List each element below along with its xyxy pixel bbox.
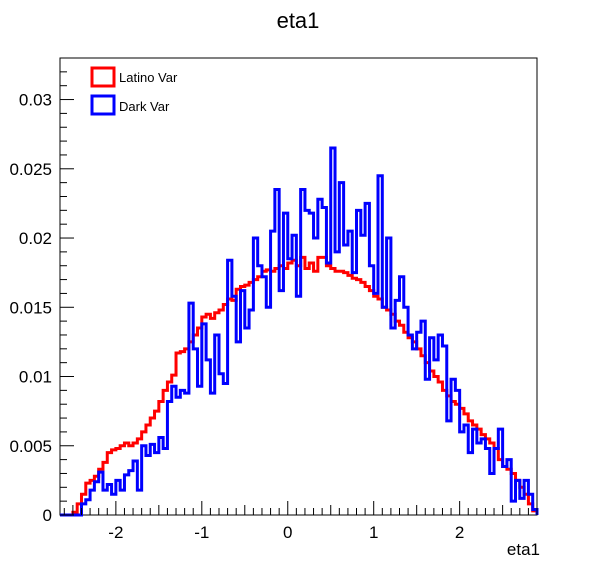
y-tick-label: 0.03 (19, 91, 52, 110)
y-tick-label: 0.02 (19, 229, 52, 248)
series-layer (60, 146, 539, 517)
legend: Latino Var Dark Var (90, 66, 178, 116)
x-axis: -2 -1 0 1 2 (63, 501, 538, 542)
legend-swatch-latino-var (90, 66, 116, 88)
x-axis-title: eta1 (507, 540, 540, 559)
series-line-dark-var (60, 146, 539, 517)
x-tick-label: -2 (108, 523, 123, 542)
y-tick-label: 0.005 (9, 437, 52, 456)
legend-label-latino-var: Latino Var (119, 70, 178, 85)
y-tick-label: 0 (43, 506, 52, 525)
chart-title: eta1 (277, 8, 320, 33)
y-tick-label: 0.01 (19, 368, 52, 387)
x-tick-label: 2 (455, 523, 464, 542)
x-tick-label: -1 (194, 523, 209, 542)
y-axis: 0 0.005 0.01 0.015 0.02 0.025 0.03 (9, 57, 74, 525)
plot-area (59, 57, 538, 516)
x-tick-label: 1 (369, 523, 378, 542)
x-tick-label: 0 (283, 523, 292, 542)
y-tick-label: 0.015 (9, 298, 52, 317)
legend-swatch-dark-var (90, 94, 116, 116)
y-tick-label: 0.025 (9, 160, 52, 179)
legend-label-dark-var: Dark Var (119, 99, 170, 114)
